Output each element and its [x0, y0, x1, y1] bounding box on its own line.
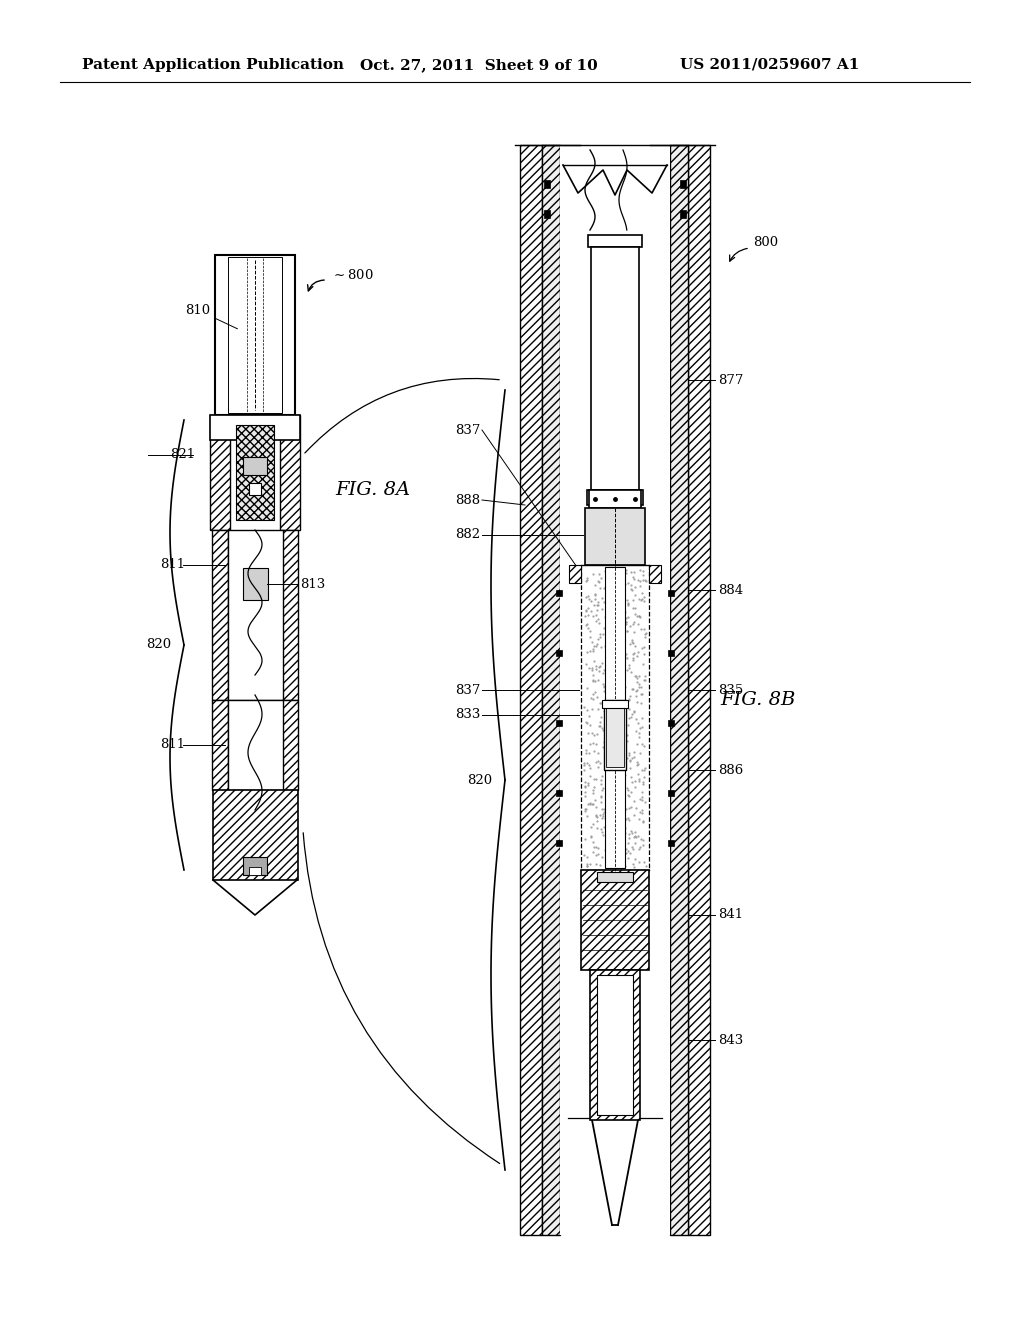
- Text: 835: 835: [718, 684, 743, 697]
- Text: 843: 843: [718, 1034, 743, 1047]
- Bar: [569, 565, 581, 583]
- Bar: [606, 704, 624, 767]
- Bar: [604, 700, 626, 770]
- Text: 820: 820: [467, 774, 493, 787]
- Text: 811: 811: [160, 558, 185, 572]
- Text: Oct. 27, 2011  Sheet 9 of 10: Oct. 27, 2011 Sheet 9 of 10: [360, 58, 598, 73]
- Bar: [542, 145, 560, 1236]
- Bar: [210, 414, 300, 440]
- Bar: [668, 789, 674, 796]
- Text: 800: 800: [753, 236, 778, 249]
- Text: 810: 810: [185, 304, 238, 329]
- Text: 813: 813: [300, 578, 326, 590]
- Bar: [556, 719, 562, 726]
- Text: 882: 882: [455, 528, 480, 541]
- Bar: [243, 857, 267, 875]
- Bar: [215, 255, 295, 414]
- Bar: [649, 565, 662, 583]
- Text: 811: 811: [160, 738, 185, 751]
- Bar: [243, 568, 268, 601]
- Bar: [585, 508, 645, 565]
- Bar: [680, 180, 686, 187]
- Text: 820: 820: [146, 639, 172, 652]
- Bar: [668, 649, 674, 656]
- Text: 841: 841: [718, 908, 743, 921]
- Bar: [520, 145, 542, 1236]
- Bar: [243, 457, 267, 475]
- Bar: [228, 531, 283, 700]
- Bar: [556, 649, 562, 656]
- Text: 884: 884: [718, 583, 743, 597]
- Bar: [668, 719, 674, 726]
- Bar: [282, 531, 298, 700]
- Text: 837: 837: [455, 684, 480, 697]
- Bar: [668, 590, 674, 597]
- Text: FIG. 8A: FIG. 8A: [335, 480, 411, 499]
- Bar: [680, 210, 686, 218]
- Text: 833: 833: [455, 709, 480, 722]
- Bar: [280, 414, 300, 531]
- Bar: [282, 700, 298, 789]
- Bar: [688, 145, 710, 1236]
- Bar: [589, 490, 641, 508]
- Bar: [581, 870, 649, 970]
- Bar: [213, 789, 298, 880]
- Bar: [228, 257, 282, 413]
- Bar: [590, 970, 640, 1119]
- Bar: [236, 425, 274, 520]
- Bar: [249, 483, 261, 495]
- Text: US 2011/0259607 A1: US 2011/0259607 A1: [680, 58, 859, 73]
- Text: 837: 837: [455, 424, 480, 437]
- Bar: [210, 414, 230, 531]
- Bar: [670, 145, 688, 1236]
- Bar: [597, 873, 633, 882]
- Text: 888: 888: [455, 494, 480, 507]
- Bar: [588, 235, 642, 247]
- Bar: [597, 975, 633, 1115]
- Bar: [544, 180, 550, 187]
- Bar: [228, 700, 283, 789]
- Bar: [605, 568, 625, 869]
- Text: $\sim$800: $\sim$800: [331, 268, 374, 282]
- Text: 821: 821: [170, 449, 196, 462]
- Bar: [560, 145, 670, 1236]
- Bar: [668, 840, 674, 846]
- Bar: [556, 789, 562, 796]
- Bar: [212, 700, 228, 789]
- Text: 877: 877: [718, 374, 743, 387]
- Text: Patent Application Publication: Patent Application Publication: [82, 58, 344, 73]
- Bar: [587, 490, 643, 506]
- Bar: [602, 700, 628, 708]
- Bar: [212, 531, 228, 700]
- Bar: [556, 840, 562, 846]
- Bar: [249, 867, 261, 875]
- Text: FIG. 8B: FIG. 8B: [720, 690, 796, 709]
- Bar: [591, 247, 639, 490]
- Bar: [544, 210, 550, 218]
- Bar: [556, 590, 562, 597]
- Text: 886: 886: [718, 763, 743, 776]
